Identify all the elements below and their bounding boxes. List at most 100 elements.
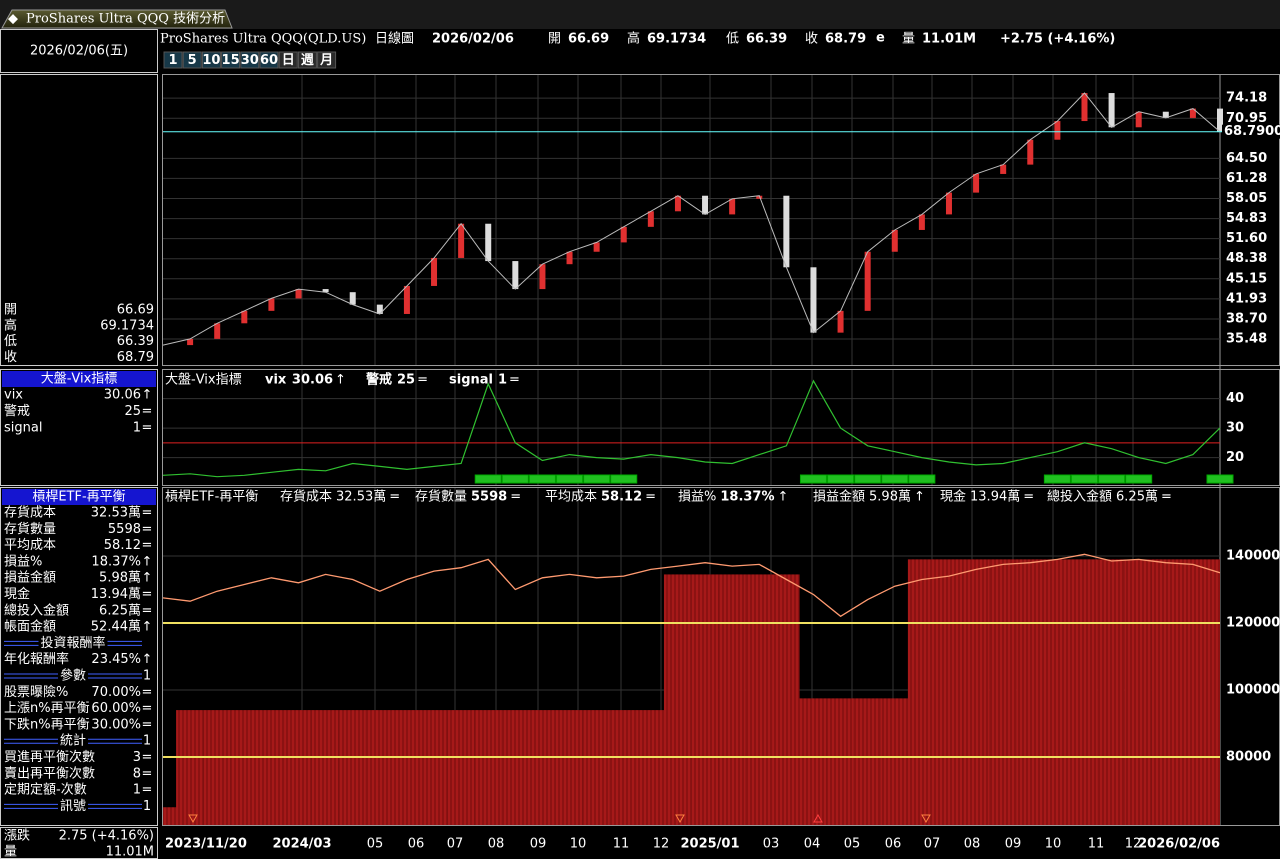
tab-icon: ◆: [8, 12, 18, 27]
content: ProShares Ultra QQQ(QLD.US) 日線圖 2026/02/06…: [0, 31, 1280, 859]
candle: [566, 251, 573, 265]
ohlc-value: 68.79: [117, 350, 154, 365]
etf-row-label: 股票曝險%: [4, 685, 68, 700]
low-label: 低: [726, 32, 739, 47]
period-button[interactable]: [278, 51, 298, 69]
period-button[interactable]: [297, 51, 317, 69]
candle: [973, 173, 980, 193]
invested-bar: [230, 710, 258, 825]
etf-head-mark: ↑: [914, 490, 925, 505]
period-button[interactable]: [221, 51, 241, 69]
etf-head-label: 存貨成本: [280, 489, 332, 505]
invested-bar: [582, 710, 610, 825]
candle: [1217, 108, 1223, 132]
invested-bar: [989, 559, 1017, 825]
etf-row-label: 總投入金額: [4, 602, 69, 618]
candle: [431, 257, 438, 286]
y-tick-label: 35.48: [1226, 331, 1267, 346]
signal-block: [474, 474, 502, 484]
etf-head-value: 58.12: [601, 490, 642, 505]
candle: [864, 251, 871, 311]
etf-row-mark: =: [142, 506, 153, 521]
period-button[interactable]: [182, 51, 202, 69]
signal-block: [583, 474, 611, 484]
invested-bar: [799, 698, 827, 825]
signal-block: [556, 474, 584, 484]
high-value: 69.1734: [647, 32, 706, 47]
x-axis-label: 2024/03: [272, 837, 331, 852]
x-axis-label: 06: [408, 837, 425, 852]
window-title: ProShares Ultra QQQ 技術分析: [26, 12, 225, 27]
x-axis-label: 05: [844, 837, 861, 852]
y-tick-label: 38.70: [1226, 311, 1267, 326]
footer-box: [0, 827, 158, 859]
candle: [214, 323, 221, 339]
period-button-label: 5: [188, 53, 197, 68]
candle: [1108, 93, 1115, 128]
candle: [1162, 111, 1169, 118]
invested-bar: [636, 710, 665, 825]
high-label: 高: [627, 31, 640, 47]
invested-bar: [1178, 559, 1207, 825]
invested-bar: [1097, 559, 1125, 825]
x-axis-label: 2025/01: [680, 837, 739, 852]
period-button[interactable]: [240, 51, 260, 69]
left-ohlc-box: [0, 74, 158, 366]
period-button-label: 週: [301, 53, 314, 68]
etf-head-value: 18.37%: [720, 490, 774, 505]
signal-block: [1206, 474, 1234, 484]
ohlc-label: 低: [4, 334, 17, 349]
x-axis-label: 05: [367, 837, 384, 852]
signal-block: [908, 474, 936, 484]
invested-bar: [1206, 559, 1220, 825]
signal-block: [827, 474, 855, 484]
invested-bar: [691, 574, 719, 825]
etf-row-mark: =: [142, 750, 153, 765]
invested-bar: [1070, 559, 1098, 825]
symbol: ProShares Ultra QQQ(QLD.US): [160, 32, 366, 47]
etf-row-mark: =: [142, 522, 153, 537]
footer-change-label: 漲跌: [4, 828, 30, 844]
x-axis-label: 11: [613, 837, 630, 852]
etf-head-label: 損益%: [678, 490, 716, 505]
etf-head-mark: =: [645, 490, 656, 505]
ohlc-label: 高: [4, 317, 17, 333]
candle: [187, 338, 194, 346]
date-box: [0, 29, 158, 73]
candle: [756, 195, 763, 199]
etf-row-value: 18.37%: [91, 554, 141, 569]
candle: [1135, 111, 1142, 128]
etf-head-mark: =: [510, 490, 521, 505]
period-button[interactable]: [317, 51, 337, 69]
candle: [512, 261, 519, 290]
etf-head-value: 5598: [471, 490, 507, 505]
separator-label: 統計: [60, 733, 86, 749]
date-box-text: 2026/02/06(五): [30, 44, 128, 59]
ohlc-value: 69.1734: [100, 318, 154, 333]
etf-row-mark: =: [142, 701, 153, 716]
footer-change: 2.75 (+4.16%): [59, 829, 154, 844]
y-tick-label: 70.95: [1226, 111, 1267, 126]
invested-bar: [853, 698, 881, 825]
vix-row-mark: =: [142, 421, 153, 436]
etf-row-label: 下跌n%再平衡: [4, 716, 90, 732]
separator-value: 1: [143, 669, 151, 684]
period-button[interactable]: [259, 51, 279, 69]
last-price-label: 68.7900: [1224, 124, 1280, 139]
candle: [1000, 164, 1007, 174]
left-etf-box: [0, 487, 158, 826]
period-button[interactable]: [201, 51, 221, 69]
invested-bar: [257, 710, 285, 825]
close-label: 收: [805, 32, 818, 47]
signal-block: [1070, 474, 1098, 484]
etf-row-mark: =: [142, 538, 153, 553]
etf-row-mark: ↑: [142, 620, 153, 635]
candle: [241, 310, 248, 324]
candle: [403, 285, 410, 314]
window-tab[interactable]: [1, 9, 233, 29]
etf-head-value: 32.53萬: [336, 490, 386, 505]
period-button[interactable]: [163, 51, 183, 69]
signal-block: [1043, 474, 1071, 484]
y-tick-label: 61.28: [1226, 171, 1267, 186]
